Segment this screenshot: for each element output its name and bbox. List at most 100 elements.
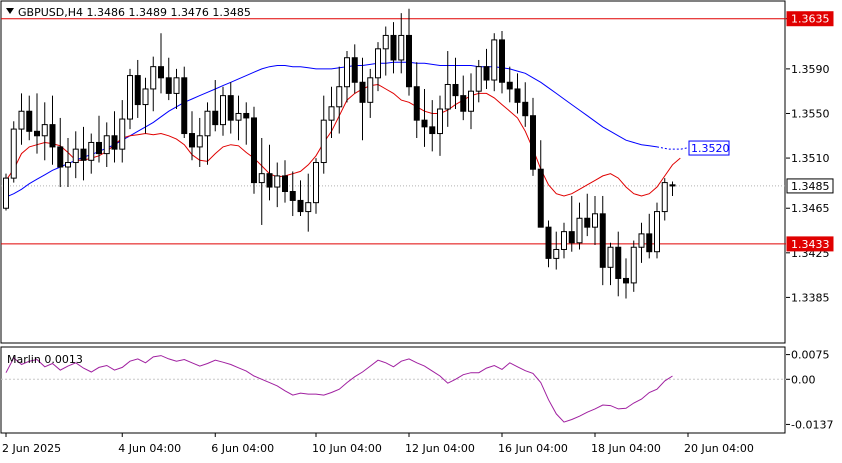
candle	[522, 82, 529, 127]
candle-body	[282, 175, 288, 193]
hline-price-tag-text: 1.3635	[791, 13, 830, 26]
candle	[568, 195, 575, 252]
candle	[514, 73, 521, 114]
time-tick-label: 16 Jun 04:00	[498, 442, 568, 455]
grid-layer	[1, 185, 786, 380]
time-tick-label: 10 Jun 04:00	[312, 442, 382, 455]
price-tick-label: 1.3590	[791, 63, 830, 76]
candle-body	[65, 162, 71, 168]
candle	[437, 95, 443, 156]
candle-body	[336, 86, 343, 108]
candle	[537, 140, 544, 228]
price-tick-label: 1.3385	[791, 291, 830, 304]
candle	[351, 44, 358, 94]
candle-body	[41, 124, 48, 137]
candle-body	[599, 213, 606, 268]
time-axis[interactable]: 2 Jun 2025 4 Jun 04:00 6 Jun 04:00 10 Jun 0…	[2, 433, 754, 455]
candle-body	[181, 77, 188, 135]
candle-body	[111, 135, 118, 150]
candle-body	[313, 162, 319, 204]
candle-body	[189, 133, 195, 148]
candle	[661, 178, 668, 221]
candle	[553, 231, 560, 270]
candle	[251, 106, 257, 194]
candle-body	[274, 175, 281, 188]
candle	[274, 162, 281, 208]
candle-body	[506, 81, 513, 90]
candle	[452, 57, 459, 110]
candle	[18, 93, 25, 145]
chevron-down-icon[interactable]	[6, 8, 14, 14]
candle-body	[669, 184, 676, 187]
candle	[96, 115, 102, 163]
candle-body	[537, 168, 544, 228]
candle-body	[158, 66, 164, 79]
time-tick-label: 2 Jun 2025	[2, 442, 61, 455]
candle-body	[421, 119, 428, 128]
indicator-pane[interactable]	[0, 346, 786, 434]
candle-body	[34, 130, 40, 137]
candle	[243, 102, 250, 145]
candle	[181, 66, 188, 138]
candle-body	[243, 112, 250, 119]
candle	[545, 220, 552, 268]
candle	[134, 59, 141, 118]
price-tick-label: 1.3550	[791, 107, 830, 120]
candle-body	[227, 95, 234, 121]
candle-body	[375, 48, 381, 79]
hline-price-tag-box	[786, 11, 834, 27]
candle-body	[289, 191, 296, 201]
candle-body	[10, 128, 17, 179]
candle	[34, 93, 40, 154]
candle-body	[460, 95, 467, 112]
candle-body	[623, 277, 629, 284]
candle-body	[630, 246, 637, 284]
hline-price-tag: 1.3635	[786, 11, 834, 27]
candle	[220, 86, 226, 136]
candle-body	[134, 75, 141, 106]
osc-tick-label: 0.00	[791, 373, 816, 386]
chart-header: GBPUSD,H4 1.3486 1.3489 1.3476 1.3485	[18, 6, 251, 19]
candle-body	[661, 182, 668, 213]
candle-body	[258, 173, 265, 184]
candle-body	[615, 246, 622, 279]
candle-body	[475, 66, 482, 92]
candle	[305, 173, 312, 232]
candle	[127, 68, 133, 130]
price-axis[interactable]: 1.33851.34251.34651.35101.35501.35901.36…	[786, 13, 833, 432]
time-tick-label: 20 Jun 04:00	[684, 442, 754, 455]
candle-body	[328, 106, 335, 121]
candle	[382, 26, 389, 76]
candle	[227, 82, 234, 134]
candle-body	[576, 217, 583, 244]
candle	[398, 13, 405, 74]
candle	[26, 95, 33, 141]
candle	[421, 88, 428, 147]
candle-body	[220, 95, 226, 126]
candle	[235, 95, 242, 141]
candle-body	[413, 86, 420, 121]
time-tick-label: 12 Jun 04:00	[405, 442, 475, 455]
candle	[491, 33, 498, 92]
candle-body	[212, 110, 219, 126]
candle-body	[646, 233, 653, 253]
candle	[444, 51, 451, 127]
candle	[65, 138, 71, 188]
current-price-tag-box	[786, 178, 834, 194]
candle-body	[235, 112, 242, 121]
current-price-tag: 1.3485	[786, 178, 834, 194]
candle-body	[638, 233, 645, 248]
candle	[599, 195, 606, 286]
candle	[258, 138, 265, 225]
candle-body	[96, 141, 102, 155]
candle-body	[320, 119, 327, 164]
candle-body	[359, 81, 366, 103]
ma-slow-value-box	[688, 140, 730, 156]
candle-body	[483, 66, 490, 81]
candle-body	[127, 75, 133, 120]
candle-body	[72, 148, 79, 164]
candle	[483, 48, 490, 89]
candle	[313, 158, 319, 214]
